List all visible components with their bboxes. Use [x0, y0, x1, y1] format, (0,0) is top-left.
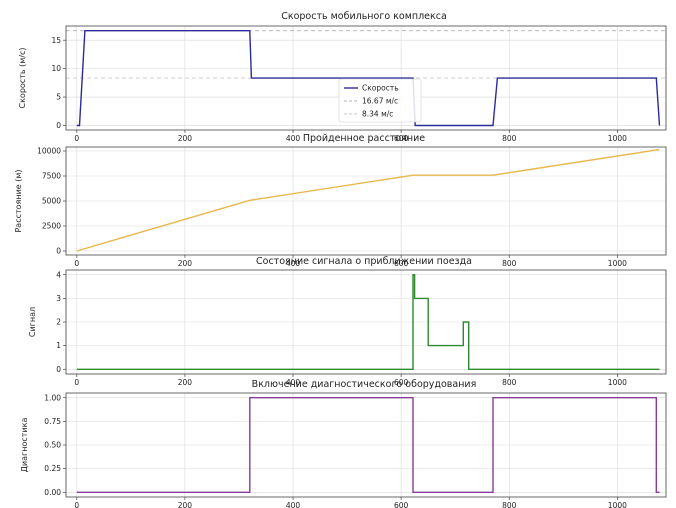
legend-label: Скорость — [362, 84, 399, 93]
y-tick-label: 15 — [51, 36, 61, 45]
legend-box — [338, 78, 422, 123]
chart-panel-2: 0 200 400 600 800 1000025005000750010000Пройд… — [14, 133, 667, 268]
x-tick-label: 200 — [178, 259, 193, 268]
y-tick-label: 4 — [56, 270, 61, 279]
y-axis-label: Скорость (м/с) — [18, 48, 27, 109]
series-line — [76, 148, 660, 252]
y-tick-label: 2500 — [42, 222, 61, 231]
y-tick-label: 5000 — [42, 197, 61, 206]
y-tick-label: 0 — [56, 121, 61, 130]
chart-title: Скорость мобильного комплекса — [281, 11, 447, 22]
y-tick-label: 0 — [56, 365, 61, 374]
chart-panel-4: 0 200 400 600 800 1000 0.00 0.25 0.50 0.75 1.00 Вкл… — [20, 379, 667, 508]
y-tick-label: 0.75 — [44, 417, 61, 426]
y-axis-label: Расстояние (м) — [14, 169, 23, 232]
x-tick-label: 600 — [394, 259, 409, 268]
y-axis-label: Сигнал — [28, 307, 37, 337]
x-tick-label: 600 — [394, 134, 409, 143]
y-tick-label: 2 — [56, 318, 61, 327]
y-axis-label: Диагностика — [20, 418, 29, 473]
x-tick-label: 800 — [502, 378, 517, 387]
y-tick-label: 10 — [51, 64, 61, 73]
y-tick-label: 0.50 — [44, 441, 61, 450]
y-tick-label: 0.00 — [44, 488, 61, 497]
x-tick-label: 400 — [286, 134, 301, 143]
x-tick-label: 200 — [178, 134, 193, 143]
x-tick-label: 600 — [394, 501, 409, 508]
y-tick-label: 10000 — [37, 147, 61, 156]
chart-panel-3: 0 200 400 600 800 1000 0 1 2 3 4 Состояние сигнала … — [28, 256, 667, 387]
x-tick-label: 1000 — [608, 378, 627, 387]
x-tick-label: 400 — [286, 501, 301, 508]
series-line — [76, 30, 661, 127]
x-tick-label: 800 — [502, 259, 517, 268]
x-tick-label: 600 — [394, 378, 409, 387]
y-tick-label: 7500 — [42, 172, 61, 181]
x-tick-label: 1000 — [608, 259, 627, 268]
chart-panel-1: 0 200 400 600 800 1000 0 5 10 15 Скорость мобильно… — [18, 11, 667, 143]
chart-title: Пройденное расстояние — [303, 133, 425, 144]
legend-label: 16.67 м/с — [362, 97, 398, 106]
axes-frame — [65, 25, 667, 131]
x-tick-label: 1000 — [608, 134, 627, 143]
x-tick-label: 0 — [74, 378, 79, 387]
chart-title: Состояние сигнала о приближении поезда — [256, 256, 472, 267]
y-tick-label: 1 — [56, 341, 61, 350]
y-tick-label: 0.25 — [44, 464, 61, 473]
x-tick-label: 0 — [74, 259, 79, 268]
x-tick-label: 400 — [286, 378, 301, 387]
series-line — [76, 397, 660, 493]
x-tick-label: 0 — [74, 134, 79, 143]
x-tick-label: 400 — [286, 259, 301, 268]
x-tick-label: 800 — [502, 501, 517, 508]
legend-label: 8.34 м/с — [362, 110, 393, 119]
x-tick-label: 1000 — [608, 501, 627, 508]
x-tick-label: 200 — [178, 501, 193, 508]
x-tick-label: 800 — [502, 134, 517, 143]
chart-title: Включение диагностического оборудования — [252, 379, 477, 390]
y-tick-label: 5 — [56, 93, 61, 102]
x-tick-label: 200 — [178, 378, 193, 387]
y-tick-label: 1.00 — [44, 393, 61, 402]
series-line — [76, 274, 660, 370]
y-tick-label: 3 — [56, 294, 61, 303]
y-tick-label: 0 — [56, 247, 61, 256]
legend: Скорость 16.67 м/с 8.34 м/с — [338, 78, 422, 123]
x-tick-label: 0 — [74, 501, 79, 508]
